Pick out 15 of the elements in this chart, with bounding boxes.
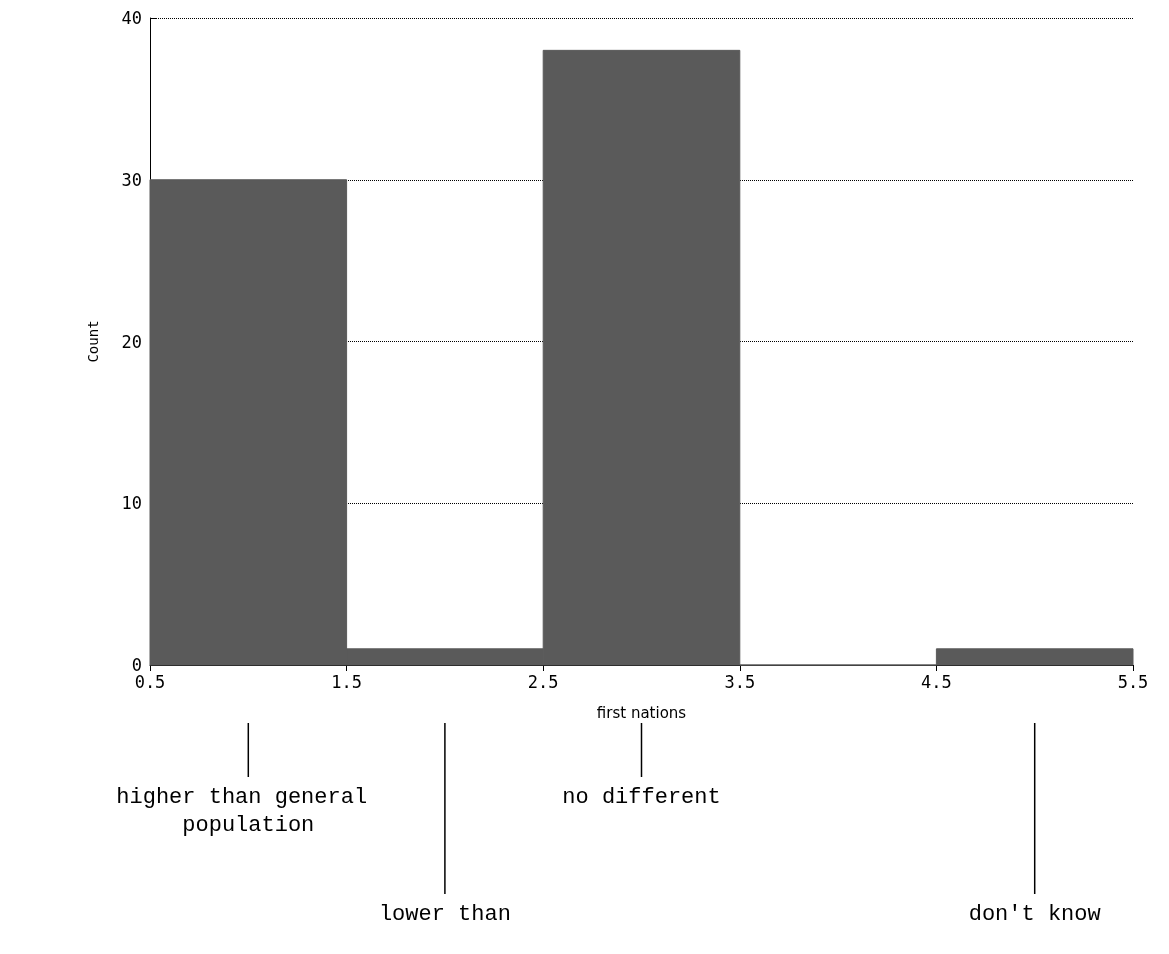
x-tick-label: 2.5 [527, 671, 559, 692]
x-tick-label: 5.5 [1117, 671, 1149, 692]
y-axis-title: Count [85, 320, 101, 363]
y-tick-label: 40 [121, 8, 142, 28]
y-tick-label: 20 [121, 331, 142, 352]
x-tick-label: 3.5 [724, 671, 756, 692]
annotation: lower than [378, 901, 511, 927]
annotation: higher than general population [116, 784, 381, 838]
y-tick-label: 10 [121, 493, 142, 514]
annotation: don't know [968, 901, 1101, 927]
x-tick-label: 1.5 [331, 671, 362, 692]
x-axis-title: first nations [596, 703, 687, 722]
x-tick-label: 4.5 [921, 671, 952, 692]
annotation: no different [562, 784, 721, 810]
y-tick-label: 30 [121, 169, 142, 190]
